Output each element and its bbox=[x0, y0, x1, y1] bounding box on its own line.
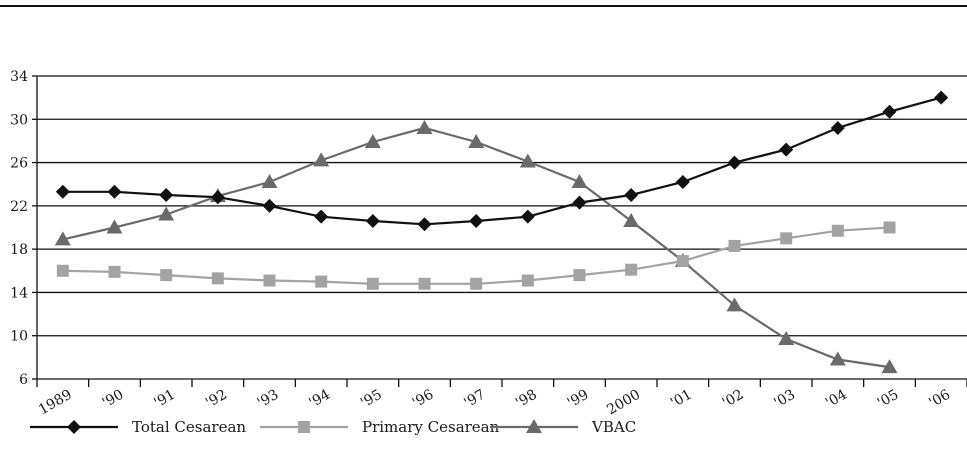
legend-marker-primary-cesarean bbox=[298, 421, 310, 433]
data-point-total-cesarean bbox=[624, 188, 639, 203]
data-point-primary-cesarean bbox=[108, 265, 121, 278]
x-tick-label: '95 bbox=[358, 387, 385, 412]
y-tick-label: 10 bbox=[10, 329, 28, 345]
data-point-vbac bbox=[571, 174, 588, 189]
data-point-vbac bbox=[313, 152, 330, 167]
y-tick-label: 18 bbox=[10, 242, 28, 258]
x-tick-label: '97 bbox=[461, 387, 488, 412]
x-tick-label: '99 bbox=[565, 387, 592, 412]
legend-item-total-cesarean: Total Cesarean bbox=[30, 418, 246, 436]
data-point-primary-cesarean bbox=[418, 277, 431, 290]
legend-item-primary-cesarean: Primary Cesarean bbox=[260, 418, 500, 436]
series-line-primary-cesarean bbox=[62, 226, 890, 285]
x-tick-label: '03 bbox=[771, 387, 798, 412]
x-tick-label: '05 bbox=[875, 387, 902, 412]
series-layer bbox=[54, 90, 949, 374]
data-point-vbac bbox=[106, 219, 123, 234]
data-point-primary-cesarean bbox=[263, 274, 276, 287]
y-tick-label: 22 bbox=[10, 199, 28, 215]
data-point-primary-cesarean bbox=[160, 269, 173, 282]
data-point-total-cesarean bbox=[520, 209, 535, 224]
data-point-total-cesarean bbox=[262, 198, 277, 213]
data-point-primary-cesarean bbox=[315, 275, 328, 288]
x-tick-label: '06 bbox=[926, 387, 953, 412]
data-point-primary-cesarean bbox=[780, 232, 793, 245]
data-point-total-cesarean bbox=[417, 217, 432, 232]
data-point-primary-cesarean bbox=[56, 264, 69, 277]
data-point-total-cesarean bbox=[469, 214, 484, 229]
x-tick-label: '96 bbox=[410, 387, 437, 412]
data-point-primary-cesarean bbox=[883, 221, 896, 234]
data-point-vbac bbox=[364, 134, 381, 149]
data-point-total-cesarean bbox=[55, 184, 70, 199]
x-tick-label: '01 bbox=[668, 387, 695, 412]
data-point-vbac bbox=[261, 174, 278, 189]
x-tick-label: '92 bbox=[203, 387, 230, 412]
series-line-total-cesarean bbox=[62, 96, 942, 226]
x-tick-label: 1989 bbox=[36, 387, 75, 419]
data-point-total-cesarean bbox=[210, 190, 225, 205]
data-point-vbac bbox=[416, 119, 433, 134]
data-point-vbac bbox=[468, 134, 485, 149]
data-point-primary-cesarean bbox=[211, 272, 224, 285]
data-point-total-cesarean bbox=[727, 155, 742, 170]
data-point-total-cesarean bbox=[159, 188, 174, 203]
data-point-vbac bbox=[881, 359, 898, 374]
grid-layer bbox=[37, 75, 967, 380]
legend-marker-total-cesarean bbox=[67, 420, 81, 434]
data-point-total-cesarean bbox=[365, 214, 380, 229]
data-point-vbac bbox=[54, 231, 71, 246]
axis-layer: 6 10 14 18 22 26 30 34 1989 '90 '91 '92 '93 '94 '95 '96… bbox=[10, 69, 967, 418]
legend-label-vbac: VBAC bbox=[591, 418, 636, 436]
data-point-vbac bbox=[519, 153, 536, 168]
data-point-primary-cesarean bbox=[676, 255, 689, 268]
legend-item-vbac: VBAC bbox=[490, 418, 636, 436]
data-point-primary-cesarean bbox=[831, 224, 844, 237]
x-tick-label: '04 bbox=[823, 387, 850, 412]
data-point-total-cesarean bbox=[314, 209, 329, 224]
y-tick-label: 30 bbox=[10, 112, 28, 128]
legend: Total Cesarean Primary Cesarean VBAC bbox=[30, 418, 636, 436]
x-tick-label: '91 bbox=[151, 387, 178, 412]
y-tick-label: 14 bbox=[10, 285, 28, 301]
data-point-total-cesarean bbox=[882, 104, 897, 119]
y-tick-label: 34 bbox=[10, 69, 28, 85]
data-point-primary-cesarean bbox=[366, 277, 379, 290]
data-point-total-cesarean bbox=[107, 184, 122, 199]
x-tick-label: '93 bbox=[255, 387, 282, 412]
data-point-total-cesarean bbox=[934, 90, 949, 105]
x-tick-label: '98 bbox=[513, 387, 540, 412]
data-point-total-cesarean bbox=[572, 195, 587, 210]
data-point-vbac bbox=[726, 297, 743, 312]
x-tick-label: '90 bbox=[100, 387, 127, 412]
x-tick-label: '94 bbox=[306, 387, 333, 412]
series-primary-cesarean bbox=[56, 221, 896, 290]
data-point-primary-cesarean bbox=[625, 263, 638, 276]
data-point-primary-cesarean bbox=[521, 274, 534, 287]
y-tick-label: 6 bbox=[19, 372, 28, 388]
data-point-primary-cesarean bbox=[470, 277, 483, 290]
data-point-vbac bbox=[158, 206, 175, 221]
data-point-total-cesarean bbox=[779, 142, 794, 157]
data-point-vbac bbox=[623, 213, 640, 228]
data-point-total-cesarean bbox=[675, 175, 690, 190]
data-point-primary-cesarean bbox=[728, 239, 741, 252]
data-point-primary-cesarean bbox=[573, 269, 586, 282]
legend-marker-vbac bbox=[526, 419, 542, 433]
x-tick-label: 2000 bbox=[604, 387, 643, 419]
data-point-vbac bbox=[778, 330, 795, 345]
series-total-cesarean bbox=[55, 90, 949, 232]
legend-label-total-cesarean: Total Cesarean bbox=[132, 418, 246, 436]
legend-label-primary-cesarean: Primary Cesarean bbox=[362, 418, 500, 436]
x-tick-label: '02 bbox=[720, 387, 747, 412]
data-point-vbac bbox=[829, 351, 846, 366]
y-tick-label: 26 bbox=[10, 156, 28, 172]
series-line-vbac bbox=[62, 126, 890, 369]
data-point-total-cesarean bbox=[830, 120, 845, 135]
